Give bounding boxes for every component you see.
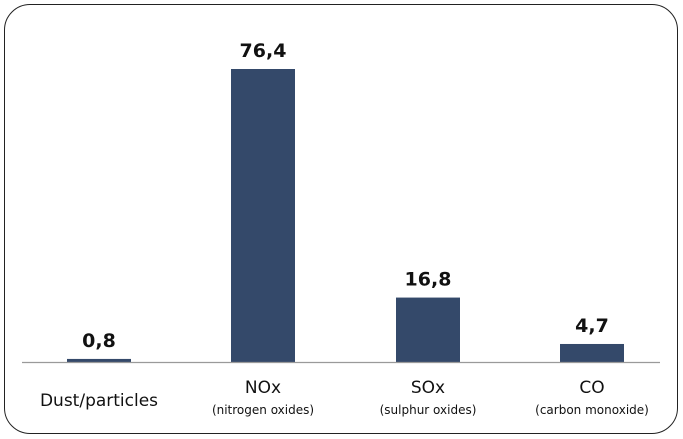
tick-sublabel: (carbon monoxide) — [535, 403, 649, 417]
tick-label: Dust/particles — [40, 391, 158, 411]
bar-nox — [231, 69, 295, 362]
bar-dust-particles — [67, 358, 131, 362]
tick-label: NOx — [245, 378, 281, 398]
data-label: 16,8 — [405, 269, 452, 291]
data-label: 76,4 — [240, 40, 287, 62]
tick-sublabel: (sulphur oxides) — [380, 403, 477, 417]
bar-co — [560, 343, 624, 362]
bar-sox — [396, 297, 460, 362]
tick-sublabel: (nitrogen oxides) — [212, 403, 314, 417]
data-label: 0,8 — [82, 330, 116, 352]
tick-label: CO — [579, 378, 604, 398]
tick-label: SOx — [411, 378, 445, 398]
data-label: 4,7 — [575, 315, 609, 337]
